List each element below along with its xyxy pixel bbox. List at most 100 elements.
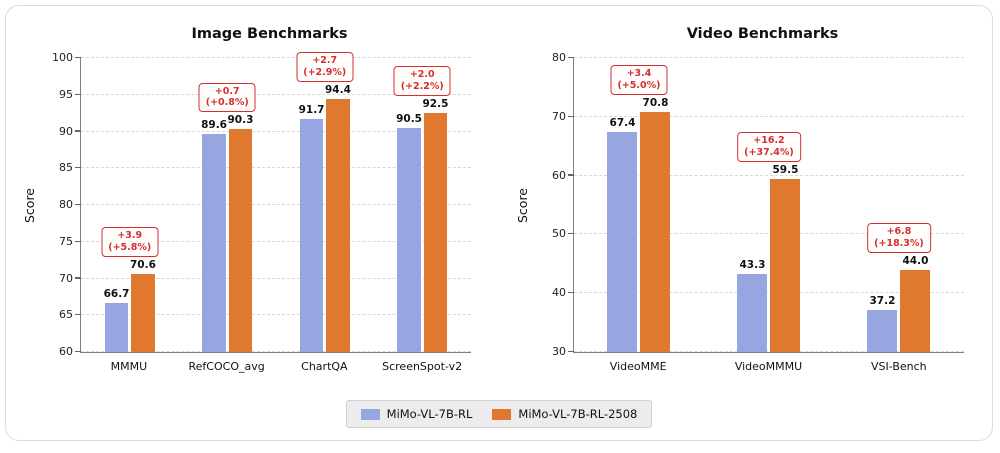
- gridline: [81, 57, 471, 58]
- y-tick-mark: [75, 277, 81, 279]
- y-tick-label: 70: [552, 109, 566, 123]
- y-tick-label: 85: [59, 161, 73, 175]
- bar-group-RefCOCO_avg: 89.6 90.3 +0.7 (+0.8%): [179, 58, 277, 352]
- delta-value: +3.9: [117, 230, 143, 242]
- gridline: [81, 167, 471, 169]
- bar-value-label: 70.8: [642, 97, 669, 110]
- delta-value: +2.0: [409, 69, 435, 81]
- delta-annotation: +3.9 (+5.8%): [101, 227, 159, 258]
- y-tick-label: 60: [59, 345, 73, 358]
- y-tick-mark: [568, 174, 574, 176]
- bar-value-label: 90.5: [396, 112, 422, 125]
- y-tick-label: 90: [59, 124, 73, 138]
- delta-annotation: +16.2 (+37.4%): [737, 131, 801, 162]
- video-benchmarks-chart: Video Benchmarks Score 30 40 50 60 70 80 67.4 7…: [499, 6, 992, 394]
- y-tick-label: 40: [552, 286, 566, 300]
- delta-annotation: +2.0 (+2.2%): [393, 66, 451, 97]
- y-tick-mark: [75, 167, 81, 169]
- bar-MiMo-VL-7B-RL-2508: [326, 99, 350, 352]
- bar-value-label: 43.3: [739, 258, 766, 271]
- gridline: [81, 314, 471, 316]
- figure-frame: Image Benchmarks Score 60 65 70 75 80 85 90 95 1…: [5, 5, 993, 441]
- legend: MiMo-VL-7B-RL MiMo-VL-7B-RL-2508: [345, 400, 653, 428]
- charts-row: Image Benchmarks Score 60 65 70 75 80 85 90 95 1…: [6, 6, 992, 394]
- x-axis-labels: VideoMME VideoMMMU VSI-Bench: [573, 353, 964, 379]
- plot-area: 30 40 50 60 70 80 67.4 70.8 +3.4 (+5.0%) 43.3 59.5 +…: [552, 52, 964, 358]
- gridline: [81, 130, 471, 132]
- y-tick-mark: [75, 240, 81, 242]
- delta-percent: (+37.4%): [744, 146, 794, 158]
- chart-body: Score 30 40 50 60 70 80 67.4 70.8 +3.4 (+5.0%) 43.…: [509, 52, 976, 379]
- plot-column: 60 65 70 75 80 85 90 95 100 66.7 70.6 +3.9 (+5.8%) 89…: [42, 52, 483, 379]
- bar-group-VSI-Bench: 37.2 44.0 +6.8 (+18.3%): [834, 58, 964, 352]
- bar-MiMo-VL-7B-RL-2508: [900, 269, 931, 352]
- x-axis-labels: MMMU RefCOCO_avg ChartQA ScreenSpot-v2: [80, 353, 471, 379]
- gridline: [574, 292, 964, 294]
- bar-group-ScreenSpot-v2: 90.5 92.5 +2.0 (+2.2%): [374, 58, 472, 352]
- gridline: [574, 351, 964, 352]
- y-tick-label: 75: [59, 234, 73, 248]
- delta-percent: (+5.0%): [617, 80, 661, 92]
- gridline: [574, 233, 964, 235]
- bar-group-ChartQA: 91.7 94.4 +2.7 (+2.9%): [276, 52, 374, 352]
- delta-value: +3.4: [626, 68, 652, 80]
- y-tick-label: 70: [59, 271, 73, 285]
- x-tick-label: ChartQA: [301, 360, 348, 373]
- y-tick-mark: [75, 203, 81, 205]
- delta-percent: (+0.8%): [205, 97, 249, 109]
- bar-MiMo-VL-7B-RL-2508: [770, 178, 801, 352]
- x-tick-label: VSI-Bench: [871, 360, 927, 373]
- x-tick-label: RefCOCO_avg: [188, 360, 265, 373]
- y-tick-label: 100: [52, 51, 73, 64]
- bar-MiMo-VL-7B-RL: [737, 273, 768, 352]
- delta-annotation: +3.4 (+5.0%): [610, 65, 668, 96]
- bar-MiMo-VL-7B-RL: [202, 134, 226, 352]
- bar-value-label: 90.3: [227, 114, 254, 127]
- y-tick-label: 80: [59, 198, 73, 211]
- gridline: [81, 240, 471, 242]
- delta-percent: (+2.2%): [400, 81, 444, 93]
- delta-value: +0.7: [214, 85, 240, 97]
- delta-percent: (+2.9%): [303, 67, 347, 79]
- bar-value-label: 37.2: [869, 294, 896, 307]
- gridline: [81, 204, 471, 205]
- bar-group-VideoMME: 67.4 70.8 +3.4 (+5.0%): [574, 58, 704, 352]
- y-tick-label: 95: [59, 87, 73, 101]
- bar-MiMo-VL-7B-RL-2508: [228, 129, 253, 352]
- bar-value-label: 67.4: [609, 117, 636, 130]
- y-tick-mark: [568, 56, 574, 58]
- bar-MiMo-VL-7B-RL: [607, 132, 638, 352]
- bar-MiMo-VL-7B-RL-2508: [423, 113, 448, 352]
- delta-annotation: +6.8 (+18.3%): [867, 222, 931, 253]
- x-tick-label: ScreenSpot-v2: [382, 360, 463, 373]
- gridline: [81, 277, 471, 279]
- gridline: [574, 174, 964, 176]
- legend-swatch-blue: [360, 408, 380, 420]
- delta-annotation: +2.7 (+2.9%): [296, 52, 354, 83]
- bar-MiMo-VL-7B-RL-2508: [640, 112, 671, 352]
- legend-item: MiMo-VL-7B-RL-2508: [492, 407, 637, 421]
- bar-MiMo-VL-7B-RL: [299, 119, 324, 352]
- bar-value-label: 59.5: [772, 163, 799, 176]
- x-tick-label: VideoMMMU: [734, 360, 803, 373]
- bar-value-label: 92.5: [422, 98, 449, 111]
- y-axis-label-column: Score: [509, 58, 535, 353]
- legend-row: MiMo-VL-7B-RL MiMo-VL-7B-RL-2508: [6, 394, 992, 440]
- chart-body: Score 60 65 70 75 80 85 90 95 100 66.7 70.6 +3.9 (+5…: [16, 52, 483, 379]
- bar-value-label: 94.4: [324, 84, 351, 97]
- delta-value: +16.2: [753, 134, 785, 146]
- x-tick-label: MMMU: [110, 360, 148, 373]
- y-tick-mark: [75, 93, 81, 95]
- bar-value-label: 91.7: [298, 104, 325, 117]
- y-tick-mark: [75, 130, 81, 132]
- bar-group-VideoMMMU: 43.3 59.5 +16.2 (+37.4%): [704, 58, 834, 352]
- bar-MiMo-VL-7B-RL-2508: [131, 274, 155, 352]
- image-benchmarks-chart: Image Benchmarks Score 60 65 70 75 80 85 90 95 1…: [6, 6, 499, 394]
- legend-label: MiMo-VL-7B-RL-2508: [518, 407, 638, 421]
- gridline: [574, 115, 964, 117]
- y-tick-label: 50: [552, 227, 566, 241]
- bar-MiMo-VL-7B-RL: [397, 127, 421, 352]
- y-tick-mark: [75, 350, 81, 352]
- bar-group-MMMU: 66.7 70.6 +3.9 (+5.8%): [81, 58, 179, 352]
- x-tick-label: VideoMME: [609, 360, 667, 373]
